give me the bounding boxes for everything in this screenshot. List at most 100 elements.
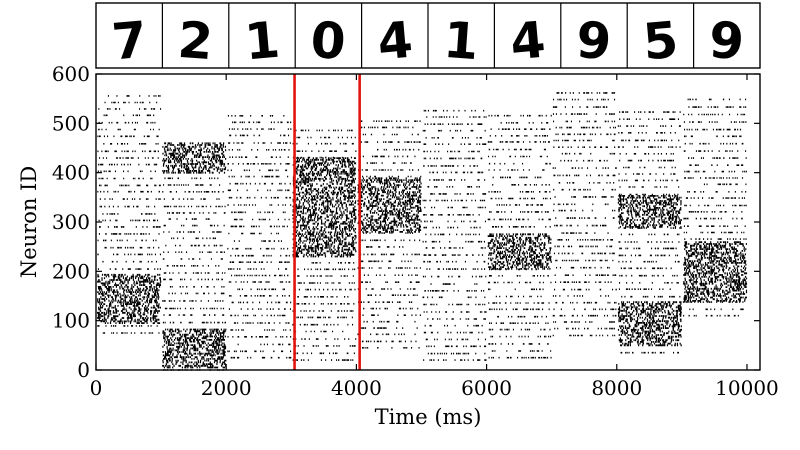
spike-row xyxy=(623,166,676,169)
spike-row xyxy=(425,247,486,249)
spike-row xyxy=(495,295,542,298)
spike-row xyxy=(295,129,353,132)
input-digit: 9 xyxy=(574,11,613,71)
y-tick-label: 100 xyxy=(52,309,90,333)
spike-row xyxy=(97,239,157,242)
trial-block xyxy=(357,120,422,349)
spike-row xyxy=(227,336,292,338)
spike-row xyxy=(166,265,220,267)
spike-row xyxy=(558,182,615,184)
spike-row xyxy=(619,274,678,277)
spike-row xyxy=(296,136,356,139)
plot-area xyxy=(95,73,761,371)
spike-row xyxy=(163,314,225,316)
trial-block xyxy=(487,114,552,359)
spike-row xyxy=(425,137,482,139)
spike-row xyxy=(422,199,486,202)
spike-row xyxy=(231,301,292,304)
spike-row xyxy=(227,169,288,172)
spike-row xyxy=(425,338,486,341)
spike-row xyxy=(358,120,421,122)
spike-row xyxy=(492,226,551,228)
spike-row xyxy=(424,206,486,209)
spike-row xyxy=(163,272,226,274)
spike-row xyxy=(426,345,487,348)
spike-row xyxy=(297,296,349,298)
spike-row xyxy=(488,302,550,304)
spike-row xyxy=(684,142,744,145)
spike-row xyxy=(423,311,487,313)
spike-row xyxy=(359,294,418,296)
spike-row xyxy=(487,218,551,221)
dense-spike-band xyxy=(97,273,162,324)
input-digit: 4 xyxy=(375,11,415,72)
spike-row xyxy=(357,288,416,290)
spike-row xyxy=(553,209,616,212)
spike-row xyxy=(296,150,357,152)
spike-row xyxy=(554,288,617,291)
input-digit: 1 xyxy=(442,11,481,71)
spike-row xyxy=(488,114,552,117)
y-tick-label: 500 xyxy=(52,111,90,135)
spike-row xyxy=(427,186,480,188)
spike-row xyxy=(163,231,222,233)
spike-row xyxy=(422,240,485,243)
spike-row xyxy=(97,150,159,153)
y-axis: 0 100 200 300 400 500 600 xyxy=(52,62,760,382)
x-tick-label: 6000 xyxy=(461,376,512,400)
spike-row xyxy=(489,211,549,213)
spike-row xyxy=(430,283,478,285)
spike-row xyxy=(366,162,412,164)
spike-row xyxy=(97,268,161,270)
spike-row xyxy=(620,351,679,354)
spike-row xyxy=(169,286,225,288)
spike-row xyxy=(553,188,616,191)
x-tick-label: 10000 xyxy=(715,376,779,400)
trial-block xyxy=(552,92,617,337)
spike-row xyxy=(293,303,355,305)
spike-row xyxy=(98,128,160,131)
spike-row xyxy=(618,179,679,182)
spike-row xyxy=(366,246,404,248)
spike-row xyxy=(292,310,354,312)
spike-row xyxy=(423,254,484,256)
spike-row xyxy=(553,308,617,311)
spike-row xyxy=(165,244,223,247)
spike-row xyxy=(229,182,291,185)
spike-row xyxy=(703,183,747,186)
spike-raster xyxy=(97,92,748,371)
spike-row xyxy=(360,141,421,143)
spike-row xyxy=(423,157,483,160)
spike-row xyxy=(684,238,747,240)
spike-row xyxy=(99,184,161,187)
spike-row xyxy=(687,191,747,193)
dense-spike-band xyxy=(162,142,227,174)
spike-row xyxy=(689,308,744,311)
spike-row xyxy=(488,308,550,311)
spike-row xyxy=(233,218,290,221)
spike-row xyxy=(357,267,421,269)
spike-row xyxy=(228,142,291,144)
spike-row xyxy=(163,184,221,186)
spike-row xyxy=(162,191,224,193)
spike-row xyxy=(424,220,486,223)
spike-row xyxy=(553,139,615,142)
spike-row xyxy=(97,190,160,193)
spike-row xyxy=(561,232,609,234)
spike-row xyxy=(683,150,747,152)
spike-row xyxy=(361,340,417,343)
spike-row xyxy=(552,334,616,337)
x-tick-label: 4000 xyxy=(331,376,382,400)
y-tick-label: 600 xyxy=(52,62,90,86)
spike-row xyxy=(229,295,290,297)
spike-row xyxy=(423,331,483,334)
spike-row xyxy=(104,101,158,104)
dense-spike-band xyxy=(162,328,227,369)
spike-row xyxy=(555,133,616,136)
y-tick-label: 200 xyxy=(52,259,90,283)
spike-row xyxy=(163,224,225,227)
x-axis: 0 2000 4000 6000 8000 10000 xyxy=(90,74,779,400)
spike-row xyxy=(228,308,291,310)
y-tick-label: 0 xyxy=(77,358,90,382)
spike-row xyxy=(487,141,550,143)
